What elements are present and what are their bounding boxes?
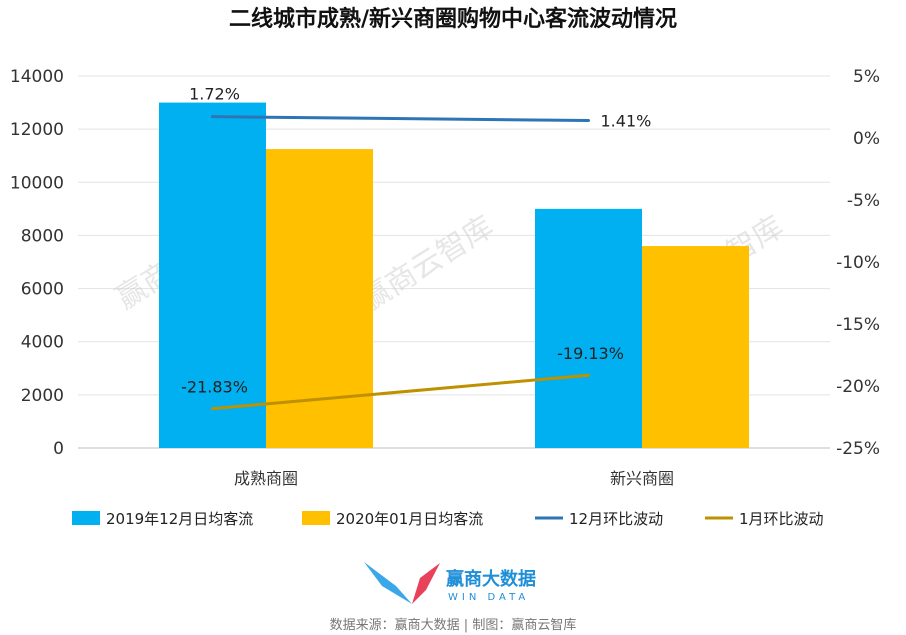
- data-label: -21.83%: [181, 378, 248, 397]
- y-right-tick-label: -20%: [836, 377, 880, 397]
- legend-swatch: [72, 511, 100, 525]
- y-right-tick-label: -5%: [847, 191, 880, 211]
- brand-name: 赢商大数据: [446, 568, 536, 590]
- bar: [159, 102, 266, 449]
- legend-label: 2020年01月日均客流: [336, 510, 483, 528]
- y-right-tick-label: -10%: [836, 253, 880, 273]
- y-right-tick-label: -15%: [836, 315, 880, 335]
- line-point: [211, 115, 214, 119]
- y-left-tick-label: 12000: [10, 120, 64, 140]
- line-point: [211, 407, 214, 411]
- series-line: [212, 373, 589, 411]
- chart-title: 二线城市成熟/新兴商圈购物中心客流波动情况: [229, 6, 677, 32]
- legend-label: 2019年12月日均客流: [106, 510, 253, 528]
- y-right-tick-label: 5%: [853, 67, 880, 87]
- legend-label: 1月环比波动: [739, 510, 824, 528]
- y-left-tick-label: 14000: [10, 67, 64, 87]
- y-left-tick-label: 8000: [21, 226, 64, 246]
- data-label: 1.72%: [189, 85, 240, 104]
- brand-sub: WIN DATA: [448, 592, 529, 603]
- bar: [642, 246, 749, 448]
- bar: [535, 208, 642, 448]
- y-left-tick-label: 0: [53, 439, 64, 459]
- logo-left-wing: [364, 562, 412, 604]
- legend-label: 12月环比波动: [569, 510, 663, 528]
- y-left-tick-label: 10000: [10, 173, 64, 193]
- y-left-tick-label: 4000: [21, 333, 64, 353]
- y-right-ticks: -25% -20% -15% -10% -5% 0% 5%: [836, 67, 880, 459]
- y-left-tick-label: 2000: [21, 386, 64, 406]
- series-line: [212, 115, 589, 123]
- source-note: 数据来源：赢商大数据 | 制图：赢商云智库: [330, 617, 577, 633]
- data-label: -19.13%: [557, 344, 624, 363]
- line-point: [587, 373, 590, 377]
- category-labels: 成熟商圈 新兴商圈: [234, 469, 674, 488]
- logo-right-wing: [412, 563, 440, 604]
- legend: 2019年12月日均客流 2020年01月日均客流 12月环比波动 1月环比波动: [72, 510, 824, 528]
- y-left-ticks: 0 2000 4000 6000 8000 10000 12000 14000: [10, 67, 64, 459]
- line-point: [587, 119, 590, 123]
- data-label: 1.41%: [601, 112, 652, 131]
- y-right-tick-label: -25%: [836, 439, 880, 459]
- brand-logo: 赢商大数据 WIN DATA: [364, 562, 536, 604]
- category-label: 新兴商圈: [610, 469, 674, 488]
- lines: 1.72% 1.41% -21.83% -19.13%: [181, 85, 651, 411]
- legend-swatch: [302, 511, 330, 525]
- y-right-tick-label: 0%: [853, 129, 880, 149]
- category-label: 成熟商圈: [234, 469, 298, 488]
- watermark-text: 赢商云智库: [354, 209, 500, 318]
- y-left-tick-label: 6000: [21, 280, 64, 300]
